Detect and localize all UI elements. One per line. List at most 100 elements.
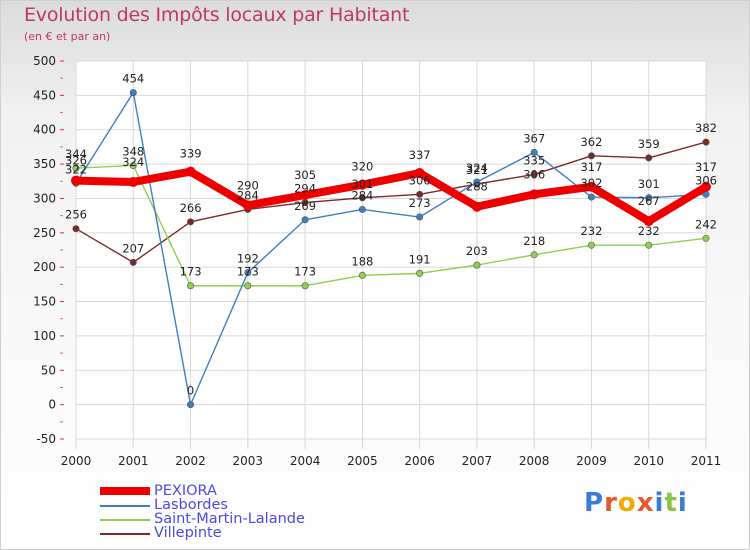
data-label: 192: [237, 252, 259, 266]
data-label: 321: [466, 163, 488, 177]
logo-letter: x: [636, 488, 655, 518]
data-point: [244, 269, 252, 277]
data-label: 322: [65, 162, 87, 176]
logo-letter: t: [664, 488, 678, 518]
legend-item-pexiora[interactable]: PEXIORA: [98, 483, 358, 499]
data-label: 290: [237, 178, 259, 192]
data-label: 0: [187, 384, 194, 398]
chart-legend: PEXIORA Lasbordes Saint-Martin-Lalande V…: [98, 483, 358, 541]
data-label: 454: [122, 72, 144, 86]
data-point: [129, 161, 137, 169]
data-label: 173: [180, 265, 202, 279]
data-point: [128, 176, 139, 187]
series-line-villepinte: [75, 141, 707, 264]
data-point: [530, 251, 538, 259]
data-label: 269: [294, 199, 316, 213]
data-point: [530, 148, 538, 156]
series-line-saint-martin-lalande: [75, 164, 707, 287]
data-label: 320: [351, 160, 373, 174]
data-label: 337: [409, 148, 431, 162]
x-tick-label: 2001: [118, 454, 149, 468]
data-point: [301, 282, 309, 290]
chart-subtitle: (en € et par an): [24, 30, 111, 43]
legend-label: PEXIORA: [154, 483, 217, 499]
y-tick-label: 200: [33, 260, 56, 274]
data-label: 305: [294, 168, 316, 182]
data-label: 344: [65, 147, 87, 161]
data-label: 367: [523, 131, 545, 145]
data-label: 326: [65, 154, 87, 168]
x-tick-label: 2011: [691, 454, 722, 468]
data-label: 273: [409, 196, 431, 210]
data-point: [244, 282, 252, 290]
data-label: 207: [122, 241, 144, 255]
data-label: 218: [523, 234, 545, 248]
legend-label: Villepinte: [154, 525, 222, 541]
data-point: [473, 261, 481, 269]
data-label: 306: [409, 173, 431, 187]
legend-swatch-lasbordes: [100, 505, 150, 507]
x-tick-label: 2008: [519, 454, 550, 468]
legend-item-villepinte[interactable]: Villepinte: [98, 525, 358, 541]
data-point: [358, 271, 366, 279]
y-tick-label: 100: [33, 329, 56, 343]
data-point: [358, 194, 366, 202]
x-tick-label: 2000: [61, 454, 92, 468]
x-tick-label: 2006: [404, 454, 435, 468]
logo-letter: P: [584, 488, 605, 518]
data-point: [357, 179, 368, 190]
data-label: 294: [294, 182, 316, 196]
data-point: [587, 152, 595, 160]
legend-item-lasbordes[interactable]: Lasbordes: [98, 497, 358, 513]
logo-letter: o: [617, 488, 637, 518]
data-point: [702, 234, 710, 242]
chart-title: Evolution des Impôts locaux par Habitant: [24, 4, 410, 26]
data-label: 324: [122, 155, 144, 169]
data-point: [301, 216, 309, 224]
data-point: [645, 154, 653, 162]
series-line-pexiora: [72, 167, 710, 226]
data-point: [702, 138, 710, 146]
data-label: 242: [695, 217, 717, 231]
y-tick-label: 350: [33, 157, 56, 171]
data-label: 191: [409, 252, 431, 266]
data-label: 188: [351, 254, 373, 268]
y-tick-label: -50: [36, 432, 56, 446]
logo-letter: i: [654, 488, 665, 518]
data-point: [643, 216, 654, 227]
data-point: [185, 166, 196, 177]
data-label: 284: [237, 188, 259, 202]
y-tick-label: 300: [33, 191, 56, 205]
data-point: [187, 401, 195, 409]
data-point: [187, 218, 195, 226]
data-label: 288: [466, 180, 488, 194]
data-point: [187, 282, 195, 290]
data-point: [129, 258, 137, 266]
data-label: 301: [351, 177, 373, 191]
legend-item-saint-martin-lalande[interactable]: Saint-Martin-Lalande: [98, 511, 358, 527]
data-point: [529, 189, 540, 200]
data-point: [587, 193, 595, 201]
data-point: [416, 190, 424, 198]
x-tick-label: 2007: [462, 454, 493, 468]
proxiti-logo[interactable]: Proxiti: [584, 488, 688, 518]
data-point: [645, 194, 653, 202]
x-tick-label: 2009: [576, 454, 607, 468]
y-tick-label: 400: [33, 123, 56, 137]
data-label: 203: [466, 244, 488, 258]
data-point: [414, 168, 425, 179]
data-point: [71, 175, 81, 186]
data-point: [300, 190, 311, 201]
data-label: 317: [695, 160, 717, 174]
data-label: 339: [180, 147, 202, 161]
legend-label: Saint-Martin-Lalande: [154, 511, 305, 527]
x-tick-label: 2002: [175, 454, 206, 468]
data-label: 302: [580, 176, 602, 190]
y-tick-label: 50: [41, 363, 56, 377]
data-point: [586, 181, 597, 192]
data-label: 267: [638, 194, 660, 208]
data-point: [416, 213, 424, 221]
data-label: 324: [466, 161, 488, 175]
y-tick-label: 250: [33, 226, 56, 240]
